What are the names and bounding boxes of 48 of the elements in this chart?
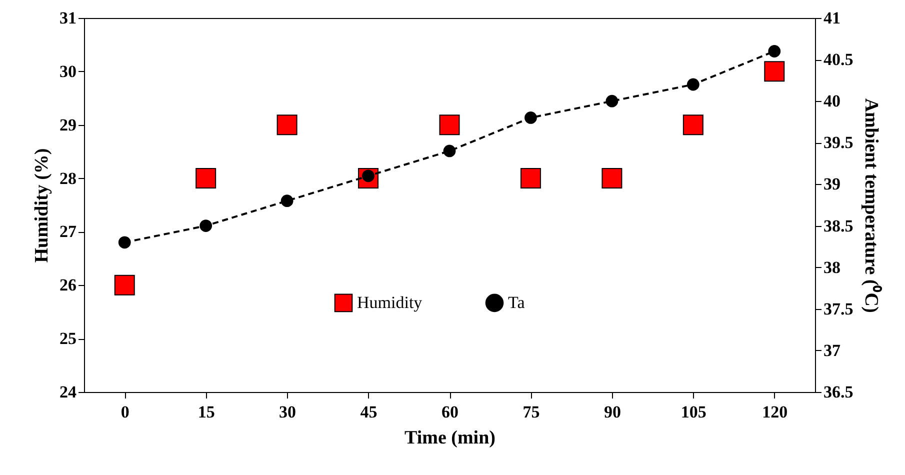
x-tick-label: 0 — [120, 402, 130, 422]
y2-tick-label: 41 — [824, 8, 840, 28]
point — [524, 112, 537, 124]
point — [682, 114, 704, 136]
y-tick-label: 31 — [60, 8, 76, 28]
x-tick-label: 90 — [604, 402, 621, 422]
x-tick-label: 105 — [680, 402, 706, 422]
y-tick-label: 25 — [60, 329, 76, 348]
y-tick-label: 28 — [60, 168, 76, 188]
point — [606, 94, 618, 108]
y-tick-label: 26 — [60, 276, 76, 295]
point — [196, 168, 216, 189]
y-tick-label: 30 — [60, 62, 76, 81]
legend-label: Humidity — [357, 292, 423, 312]
point — [768, 45, 781, 58]
y2-tick-label: 37.5 — [824, 299, 854, 318]
point — [276, 114, 298, 136]
legend-label: Ta — [508, 292, 526, 312]
y2-tick-label: 38.5 — [824, 216, 854, 236]
x-tick-label: 30 — [279, 402, 296, 422]
y-axis-title: Humidity (%) — [32, 148, 52, 263]
point — [200, 220, 212, 232]
x-tick-label: 45 — [360, 402, 378, 422]
y-tick-label: 27 — [60, 222, 77, 242]
y2-tick-label: 39 — [824, 174, 840, 194]
point — [686, 78, 700, 91]
y2-tick-label: 38 — [824, 258, 840, 277]
y2-axis-title: Ambient temperature (⁰C) — [860, 98, 882, 313]
y2-tick-label: 36.5 — [824, 382, 854, 402]
x-tick-label: 60 — [442, 402, 458, 422]
point — [520, 168, 541, 189]
x-tick-label: 120 — [762, 402, 788, 422]
point — [764, 61, 785, 82]
y2-tick-label: 37 — [824, 340, 841, 360]
point — [439, 114, 460, 136]
x-tick-label: 15 — [198, 402, 215, 422]
y-tick-label: 29 — [60, 115, 76, 134]
y2-tick-label: 40.5 — [824, 50, 854, 70]
point — [114, 274, 135, 296]
point — [118, 236, 131, 249]
y-tick-label: 24 — [60, 382, 77, 402]
point — [602, 168, 622, 189]
point — [280, 194, 294, 208]
x-axis-title: Time (min) — [404, 428, 496, 448]
y2-tick-label: 40 — [824, 92, 840, 111]
point — [443, 144, 456, 158]
y2-tick-label: 39.5 — [824, 133, 854, 152]
x-tick-label: 75 — [522, 402, 540, 422]
